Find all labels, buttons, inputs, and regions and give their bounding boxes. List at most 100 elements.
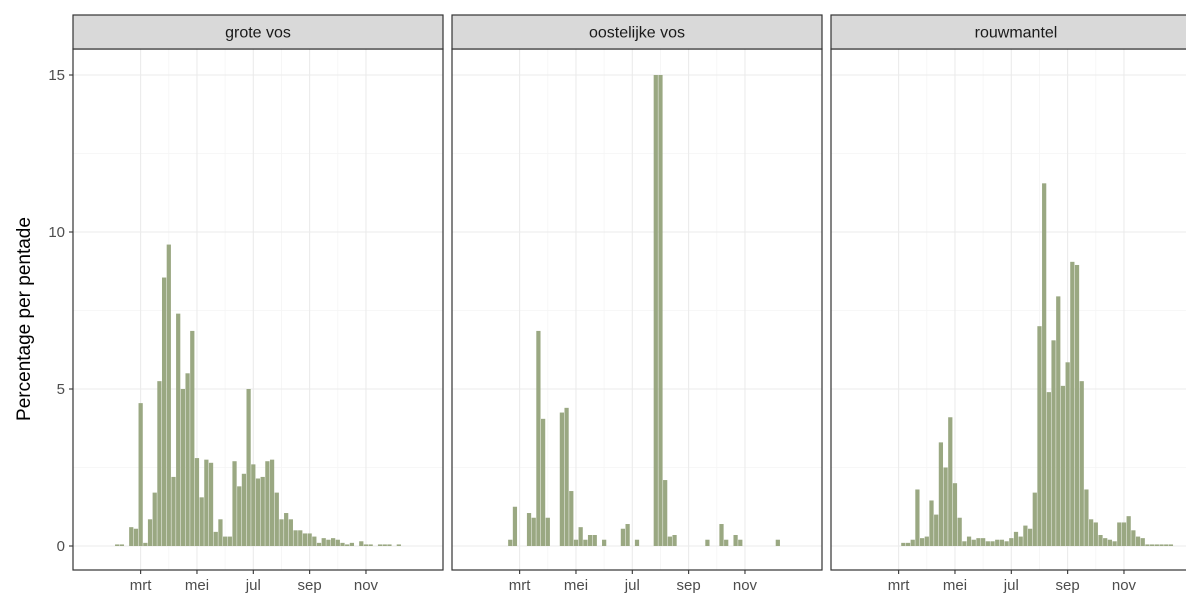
bar [672,535,677,546]
x-tick-label: jul [1003,577,1019,594]
bar [971,539,976,546]
x-tick-label: mei [564,577,588,594]
bar [232,461,237,546]
bar [1135,536,1141,546]
bar [1103,538,1108,546]
bar [1023,525,1028,546]
bar [545,517,550,546]
bar [653,75,658,546]
bar [578,527,583,546]
bar [1042,183,1047,546]
bar [948,417,953,546]
bar [293,530,298,546]
x-tick-label: sep [1056,577,1080,594]
bar [901,542,906,546]
bar [536,330,541,546]
bar [166,244,171,546]
bar [981,538,986,546]
bar [1140,538,1145,546]
bar [592,535,597,546]
bar [1060,385,1066,546]
bar [115,544,120,546]
bar [966,536,972,546]
bar [1065,362,1070,546]
bar [260,476,265,546]
bar [531,517,536,546]
y-tick-label: 10 [48,224,65,241]
bar [194,458,200,546]
bar [943,467,948,546]
bar [1056,296,1061,546]
bar [1027,528,1033,546]
bar [957,517,962,546]
bar [368,544,373,546]
x-tick-label: nov [354,577,379,594]
x-tick-label: mei [943,577,967,594]
bar [905,542,911,546]
panel-background [831,49,1186,570]
bar [227,536,232,546]
bar [1126,516,1131,546]
bar [1093,522,1098,546]
bar [129,527,134,546]
bar [1013,531,1019,546]
facet-strip-label: rouwmantel [975,25,1058,42]
x-tick-label: nov [1112,577,1137,594]
bar [246,389,251,546]
bar [1051,340,1056,546]
bar [934,514,939,546]
bar [237,486,242,546]
bar [269,459,275,546]
bar [363,544,369,546]
bar [583,539,588,546]
bar [176,313,181,546]
bar [1159,544,1164,546]
y-tick-label: 5 [57,381,65,398]
bar [157,381,162,546]
bar [573,539,579,546]
x-tick-label: sep [298,577,322,594]
x-tick-label: mrt [130,577,152,594]
bar [1154,544,1159,546]
x-tick-label: jul [624,577,640,594]
panel: oostelijke vos mrt mei jul sep nov [451,14,823,594]
y-axis-title: Percentage per pentade [14,217,35,421]
bar [213,531,218,546]
bar [143,542,148,546]
bar [569,491,574,546]
bar [331,538,336,546]
bar [1084,489,1089,546]
bar [190,330,195,546]
bar [223,536,228,546]
bar [724,539,729,546]
bar [133,528,139,546]
bar [265,461,270,546]
bar [999,539,1005,546]
bar [1070,261,1075,546]
x-tick-label: mrt [509,577,531,594]
bar [733,535,738,546]
bar [976,538,981,546]
bar [1117,522,1122,546]
y-tick-label: 15 [48,67,65,84]
bar [1089,519,1094,546]
bar [667,536,672,546]
bar [924,536,929,546]
bar [1074,264,1080,546]
bar [512,506,518,546]
bar [307,533,312,546]
bar [312,536,317,546]
bar [663,480,668,546]
bar [185,373,190,546]
bar [316,542,322,546]
bar [1131,530,1136,546]
bar [995,539,1000,546]
bar [147,519,153,546]
bar [180,389,186,546]
bar [382,544,387,546]
bar [204,459,209,546]
bar [284,513,289,546]
bar [625,524,630,546]
bar [298,530,303,546]
